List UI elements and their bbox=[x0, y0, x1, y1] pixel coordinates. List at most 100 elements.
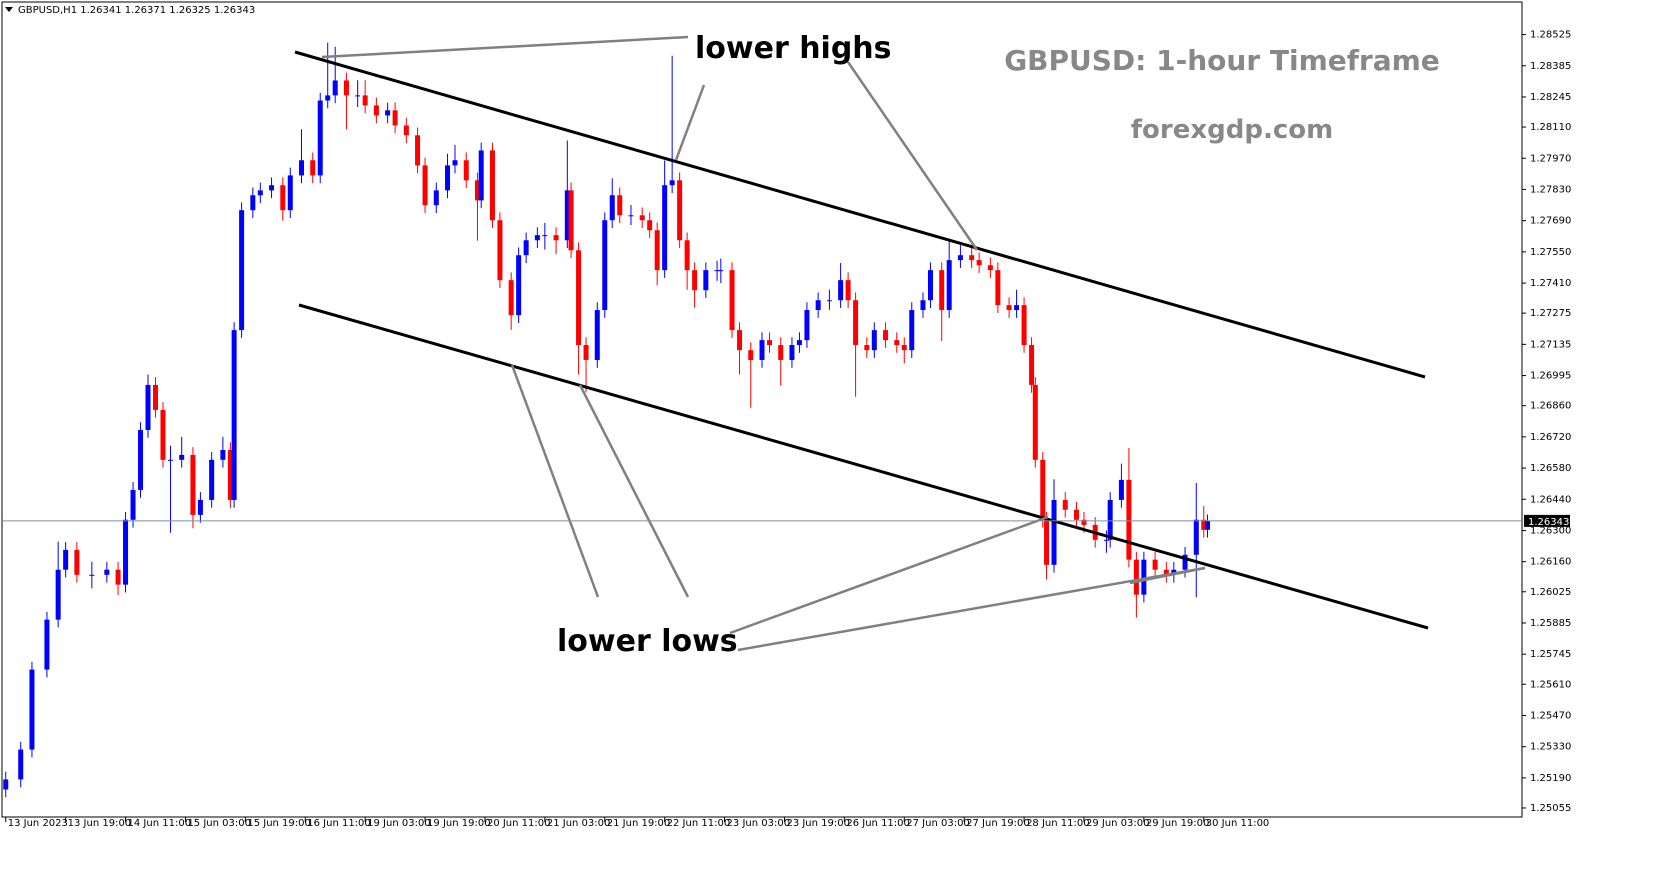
candle-body bbox=[44, 619, 50, 670]
candle-body bbox=[1133, 559, 1139, 595]
candle-body bbox=[197, 499, 203, 515]
candle-body bbox=[995, 270, 1001, 306]
pointer bbox=[737, 566, 1206, 652]
pointer-lines bbox=[321, 35, 1206, 652]
candle-body bbox=[392, 110, 398, 126]
candle-body bbox=[1044, 519, 1050, 565]
x-tick-label: 15 Jun 19:00 bbox=[247, 818, 311, 829]
pointer bbox=[674, 84, 706, 161]
candle-body bbox=[310, 160, 316, 176]
candle-body bbox=[796, 340, 802, 346]
candle-body bbox=[3, 779, 9, 790]
y-tick-label: 1.28385 bbox=[1530, 61, 1571, 72]
candle-body bbox=[415, 135, 421, 166]
candle-body bbox=[508, 280, 514, 316]
candle-body bbox=[29, 669, 35, 750]
candle-body bbox=[497, 220, 503, 281]
y-tick-label: 1.27830 bbox=[1530, 184, 1571, 195]
candle-body bbox=[317, 100, 323, 176]
candle-body bbox=[280, 185, 286, 211]
chart-subtitle: forexgdp.com bbox=[1131, 115, 1333, 145]
x-tick-label: 16 Jun 11:00 bbox=[307, 818, 371, 829]
candle-body bbox=[894, 340, 900, 346]
symbol-header: GBPUSD,H1 1.26341 1.26371 1.26325 1.2634… bbox=[18, 5, 255, 16]
plot-frame bbox=[1, 1, 1523, 818]
y-tick-label: 1.25885 bbox=[1530, 618, 1571, 629]
candle-body bbox=[1141, 559, 1147, 595]
candle-body bbox=[343, 80, 349, 96]
candle-body bbox=[130, 489, 136, 520]
pointer bbox=[321, 35, 689, 59]
candle-body bbox=[1152, 559, 1158, 570]
candle-body bbox=[1193, 519, 1199, 555]
candle-body bbox=[946, 260, 952, 311]
candle-body bbox=[654, 230, 660, 271]
candle-body bbox=[478, 150, 484, 201]
candle-body bbox=[63, 549, 69, 570]
candle-body bbox=[209, 459, 215, 500]
x-tick-label: 13 Jun 2023 bbox=[8, 818, 68, 829]
candle-body bbox=[220, 450, 226, 460]
y-tick-label: 1.25610 bbox=[1530, 679, 1571, 690]
candle-body bbox=[804, 310, 810, 341]
candle-body bbox=[1182, 554, 1188, 570]
candle-body bbox=[553, 235, 559, 241]
candle-body bbox=[433, 190, 439, 206]
candle-body bbox=[826, 300, 832, 302]
candle-body bbox=[748, 350, 754, 360]
candle-body bbox=[583, 345, 589, 360]
candle-body bbox=[89, 574, 95, 576]
candle-body bbox=[167, 459, 173, 461]
candle-body bbox=[789, 345, 795, 360]
candle-body bbox=[845, 280, 851, 301]
y-tick-label: 1.26995 bbox=[1530, 371, 1571, 382]
candle-body bbox=[901, 345, 907, 351]
candle-body bbox=[1107, 499, 1113, 540]
candle-body bbox=[759, 340, 765, 360]
candle-body bbox=[18, 749, 24, 780]
y-tick-label: 1.26720 bbox=[1530, 432, 1571, 443]
candle-body bbox=[1201, 519, 1207, 530]
x-tick-label: 19 Jun 03:00 bbox=[367, 818, 431, 829]
pointer bbox=[846, 61, 979, 251]
y-tick-label: 1.25190 bbox=[1530, 773, 1571, 784]
candle-body bbox=[662, 185, 668, 271]
candle-body bbox=[1040, 459, 1046, 520]
x-tick-label: 21 Jun 19:00 bbox=[607, 818, 671, 829]
x-tick-label: 28 Jun 11:00 bbox=[1026, 818, 1090, 829]
candle-body bbox=[969, 255, 975, 261]
candle-body bbox=[703, 270, 709, 291]
candle-body bbox=[871, 330, 877, 351]
candle-body bbox=[542, 235, 548, 237]
candle-body bbox=[190, 454, 196, 515]
x-tick-label: 13 Jun 19:00 bbox=[68, 818, 132, 829]
candle-body bbox=[452, 160, 458, 166]
x-tick-label: 20 Jun 11:00 bbox=[487, 818, 551, 829]
y-tick-label: 1.26580 bbox=[1530, 463, 1571, 474]
y-tick-label: 1.25330 bbox=[1530, 742, 1571, 753]
candle-body bbox=[684, 240, 690, 271]
candle-body bbox=[1014, 305, 1020, 311]
candle-body bbox=[385, 110, 391, 116]
candle-body bbox=[920, 300, 926, 311]
candle-body bbox=[729, 270, 735, 331]
pointer bbox=[1129, 566, 1206, 585]
candles bbox=[3, 42, 1211, 798]
candle-body bbox=[523, 240, 529, 256]
x-tick-label: 30 Jun 11:00 bbox=[1206, 818, 1270, 829]
x-tick-label: 29 Jun 19:00 bbox=[1146, 818, 1210, 829]
candle-body bbox=[815, 300, 821, 311]
annotation: lower lows bbox=[557, 624, 738, 659]
x-tick-label: 19 Jun 19:00 bbox=[427, 818, 491, 829]
candle-body bbox=[422, 165, 428, 206]
candle-body bbox=[74, 549, 80, 575]
candle-body bbox=[864, 345, 870, 351]
candle-body bbox=[373, 105, 379, 116]
candle-body bbox=[927, 270, 933, 301]
pointer bbox=[510, 364, 600, 598]
candle-body bbox=[152, 384, 158, 410]
y-tick-label: 1.27275 bbox=[1530, 308, 1571, 319]
y-tick-label: 1.27690 bbox=[1530, 216, 1571, 227]
candle-body bbox=[677, 180, 683, 241]
candle-body bbox=[463, 160, 469, 181]
